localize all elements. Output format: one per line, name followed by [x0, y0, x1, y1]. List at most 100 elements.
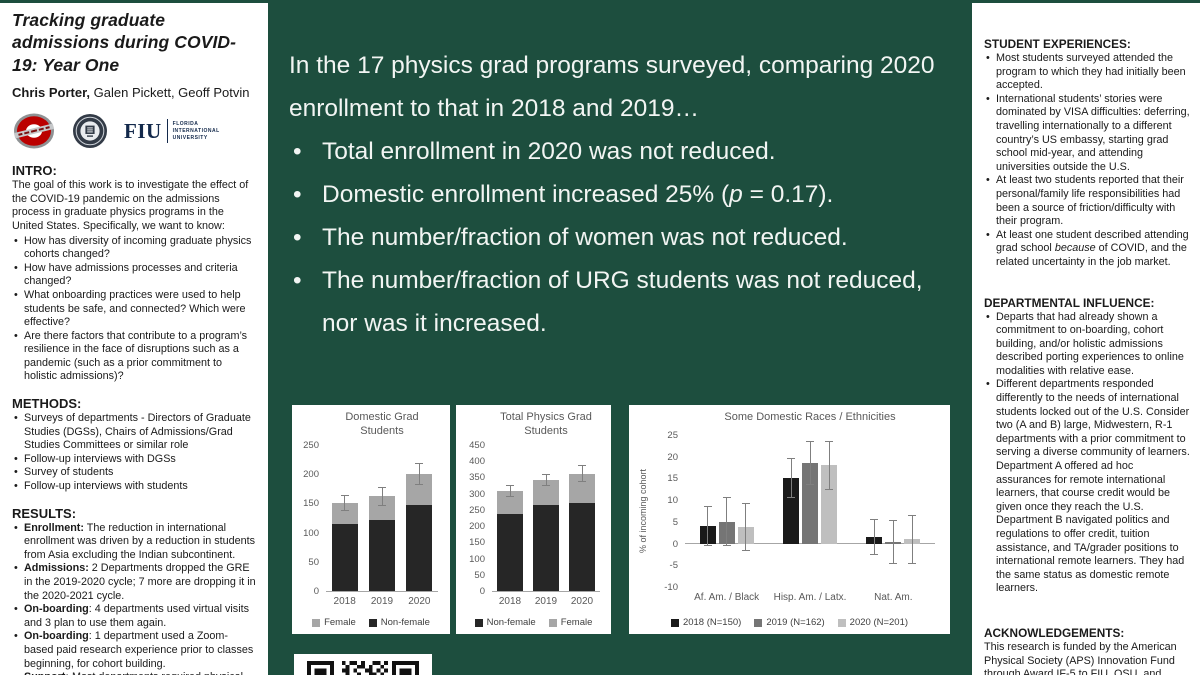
student-experience-bullet: At least one student described attending…	[984, 229, 1190, 270]
legend-item: Non-female	[368, 617, 430, 628]
error-bar-cap	[889, 520, 898, 522]
y-axis-tick-label: 5	[672, 516, 678, 528]
fiu-logo-subtext: FLORIDA INTERNATIONAL UNIVERSITY	[173, 121, 220, 141]
legend-item: 2020 (N=201)	[837, 617, 909, 628]
error-bar	[545, 474, 547, 486]
error-bar-cap	[889, 563, 898, 565]
legend-swatch	[837, 618, 846, 627]
key-finding-text: Domestic enrollment increased 25% (	[322, 181, 730, 208]
results-bullet-lead: Admissions:	[24, 562, 89, 575]
bar-segment-non-female	[331, 523, 358, 591]
departmental-influence-text: Different departments responded differen…	[996, 378, 1190, 595]
student-experience-text: At least one student described attending…	[996, 228, 1189, 255]
error-bar-cap	[542, 484, 550, 486]
chart-plot-area	[326, 445, 438, 592]
results-bullet-lead: On-boarding	[24, 603, 89, 616]
error-bar-cap	[542, 473, 550, 475]
error-bar-cap	[870, 553, 879, 555]
results-bullet-list: Enrollment: The reduction in internation…	[12, 522, 256, 675]
departmental-influence-bullet-list: Departs that had already shown a commitm…	[984, 311, 1190, 596]
results-bullet: Admissions: 2 Departments dropped the GR…	[12, 562, 256, 603]
error-bar-cap	[703, 545, 712, 547]
y-axis-tick-label: 200	[303, 469, 319, 481]
legend-swatch	[312, 618, 321, 627]
intro-bullet-text: What onboarding practices were used to h…	[24, 288, 246, 329]
error-bar	[726, 497, 728, 546]
y-axis-tick-label: 200	[469, 521, 485, 533]
x-axis-line	[685, 543, 935, 545]
student-experiences-bullet-list: Most students surveyed attended the prog…	[984, 52, 1190, 270]
error-bar	[873, 519, 875, 555]
error-bar-cap	[378, 486, 386, 488]
error-bar	[790, 458, 792, 498]
key-finding-bullet: Domestic enrollment increased 25% (p = 0…	[289, 173, 944, 216]
results-bullet-text: : 1 department used a Zoom-based paid re…	[24, 630, 254, 670]
y-axis-tick-label: 100	[469, 553, 485, 565]
error-bar	[581, 465, 583, 482]
legend-swatch	[474, 618, 483, 627]
y-axis-tick-label: 250	[303, 440, 319, 451]
intro-bullet-list: How has diversity of incoming graduate p…	[12, 235, 256, 385]
results-bullet-lead: On-boarding	[24, 630, 89, 643]
key-finding-text: The number/fraction of URG students was …	[322, 267, 923, 337]
bar-2020	[821, 465, 837, 544]
results-bullet: Support: Most departments required physi…	[12, 671, 256, 675]
bar-segment-female	[369, 496, 395, 520]
legend-item: 2018 (N=150)	[670, 617, 741, 628]
legend-label: Female	[324, 617, 356, 628]
error-bar	[381, 487, 383, 506]
osu-logo	[12, 112, 56, 150]
key-finding-italic: p	[729, 181, 743, 208]
intro-bullet: How have admissions processes and criter…	[12, 262, 256, 289]
key-finding-text: Total enrollment in 2020 was not reduced…	[322, 138, 776, 165]
y-axis-tick-label: -5	[669, 560, 678, 572]
results-bullet: On-boarding: 4 departments used virtual …	[12, 603, 256, 630]
chart-plot-area	[685, 435, 935, 587]
intro-lead: The goal of this work is to investigate …	[12, 179, 249, 232]
chart-title: Some Domestic Races / Ethnicities	[724, 411, 896, 423]
bar-segment-female	[497, 491, 523, 514]
methods-bullet-text: Follow-up interviews with DGSs	[24, 452, 176, 465]
key-findings: In the 17 physics grad programs surveyed…	[289, 44, 944, 345]
error-bar-cap	[825, 441, 833, 442]
author-lead: Chris Porter,	[12, 85, 91, 101]
chart-domestic-grad-students: Domestic Grad Students 0 50 100 150 200 250 201…	[292, 405, 450, 634]
error-bar	[707, 506, 709, 546]
methods-bullet: Follow-up interviews with students	[12, 480, 256, 494]
error-bar-cap	[722, 497, 731, 499]
poster-title: Tracking graduate admissions during COVI…	[12, 10, 237, 75]
student-experience-text: At least two students reported that thei…	[996, 174, 1184, 228]
chart-plot-area	[492, 445, 600, 592]
error-bar-cap	[787, 458, 795, 460]
y-axis-tick-label: 25	[667, 430, 678, 441]
legend-label: 2020 (N=201)	[849, 617, 909, 628]
error-bar-cap	[908, 562, 917, 564]
error-bar-cap	[741, 550, 750, 552]
y-axis-tick-label: 0	[672, 538, 678, 550]
bar-segment-female	[331, 503, 358, 524]
error-bar	[418, 463, 420, 485]
intro-heading: INTRO:	[12, 163, 57, 179]
error-bar	[344, 495, 346, 511]
results-bullet-lead: Enrollment:	[24, 521, 84, 534]
bar-segment-non-female	[569, 503, 595, 591]
error-bar	[809, 441, 811, 485]
departmental-influence-heading: DEPARTMENTAL INFLUENCE:	[984, 295, 1155, 310]
y-axis-tick-label: 0	[313, 586, 319, 597]
institution-logos: FIU FLORIDA INTERNATIONAL UNIVERSITY	[12, 111, 256, 151]
y-axis-tick-label: -10	[664, 582, 678, 593]
results-bullet-text: : 4 departments used virtual visits and …	[24, 603, 250, 629]
error-bar	[911, 515, 913, 564]
x-axis-category-label: 2018	[498, 596, 522, 607]
y-axis-tick-label: 15	[667, 473, 678, 485]
x-axis-line	[492, 590, 600, 592]
student-experience-bullet: Most students surveyed attended the prog…	[984, 52, 1190, 93]
bar-2018	[783, 478, 799, 544]
acknowledgements-heading: ACKNOWLEDGEMENTS:	[984, 625, 1125, 640]
error-bar	[828, 441, 830, 490]
y-axis-tick-label: 150	[303, 498, 319, 510]
fiu-sub-line3: UNIVERSITY	[172, 134, 208, 141]
bar-segment-non-female	[369, 519, 395, 591]
x-axis-category-label: Af. Am. / Black	[694, 592, 760, 603]
methods-bullet-text: Follow-up interviews with students	[24, 480, 188, 493]
